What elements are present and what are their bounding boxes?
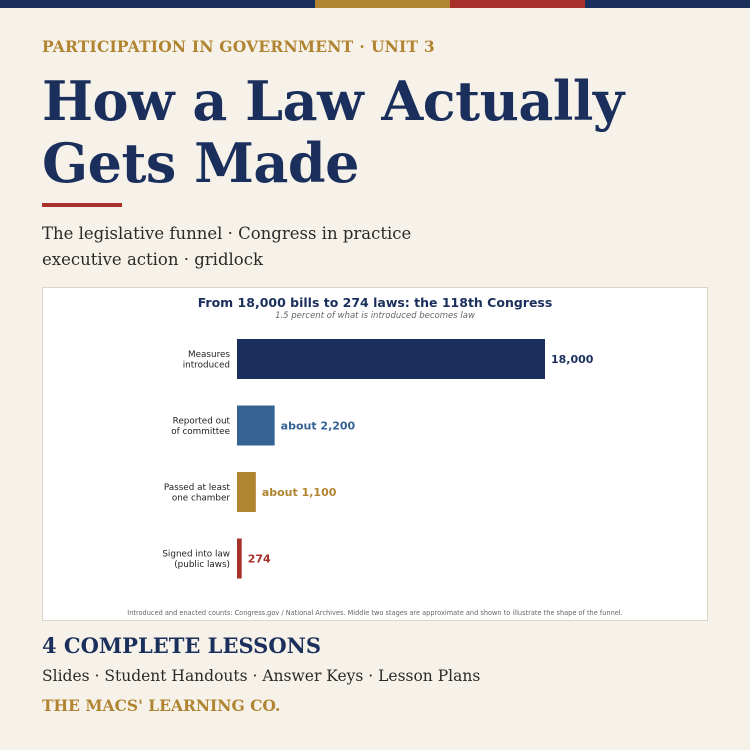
band-red bbox=[450, 0, 585, 8]
page-title: How a Law Actually Gets Made bbox=[42, 70, 722, 194]
course-eyebrow: PARTICIPATION IN GOVERNMENT · UNIT 3 bbox=[42, 37, 435, 56]
title-underline bbox=[42, 203, 122, 207]
band-navy-right bbox=[585, 0, 750, 8]
eyebrow-separator: · bbox=[359, 37, 365, 56]
chart-title: From 18,000 bills to 274 laws: the 118th… bbox=[198, 295, 553, 310]
bar-0 bbox=[237, 339, 545, 379]
bar-1 bbox=[237, 405, 275, 446]
course-name: PARTICIPATION IN GOVERNMENT bbox=[42, 37, 354, 56]
bar-3 bbox=[237, 538, 242, 579]
category-label-2-line-1: one chamber bbox=[172, 494, 231, 504]
top-color-band bbox=[0, 0, 750, 8]
funnel-chart: From 18,000 bills to 274 laws: the 118th… bbox=[127, 295, 622, 617]
value-label-3: 274 bbox=[248, 553, 271, 566]
materials-list: Slides · Student Handouts · Answer Keys … bbox=[42, 667, 481, 685]
subtitle-line-1: The legislative funnel · Congress in pra… bbox=[42, 224, 412, 243]
chart-subtitle: 1.5 percent of what is introduced become… bbox=[275, 311, 475, 321]
category-label-1-line-0: Reported out bbox=[173, 417, 231, 427]
value-label-0: 18,000 bbox=[551, 353, 594, 366]
value-label-1: about 2,200 bbox=[281, 420, 356, 433]
category-label-1-line-1: of committee bbox=[171, 427, 230, 437]
bar-2 bbox=[237, 472, 256, 512]
category-label-3-line-1: (public laws) bbox=[174, 560, 230, 570]
chart-source-note: Introduced and enacted counts: Congress.… bbox=[127, 609, 622, 617]
band-navy-left bbox=[0, 0, 315, 8]
subtitle-line-2: executive action · gridlock bbox=[42, 250, 263, 269]
value-label-2: about 1,100 bbox=[262, 486, 337, 499]
category-label-0-line-0: Measures bbox=[188, 350, 230, 360]
brand-name: THE MACS' LEARNING CO. bbox=[42, 696, 281, 715]
unit-label: UNIT 3 bbox=[370, 37, 435, 56]
category-label-3-line-0: Signed into law bbox=[162, 550, 230, 560]
category-label-0-line-1: introduced bbox=[183, 361, 230, 371]
title-line-1: How a Law Actually bbox=[42, 69, 624, 133]
band-gold bbox=[315, 0, 450, 8]
chart-card: From 18,000 bills to 274 laws: the 118th… bbox=[42, 287, 708, 621]
title-line-2: Gets Made bbox=[42, 131, 360, 195]
lessons-count: 4 COMPLETE LESSONS bbox=[42, 633, 321, 658]
category-label-2-line-0: Passed at least bbox=[164, 483, 231, 493]
